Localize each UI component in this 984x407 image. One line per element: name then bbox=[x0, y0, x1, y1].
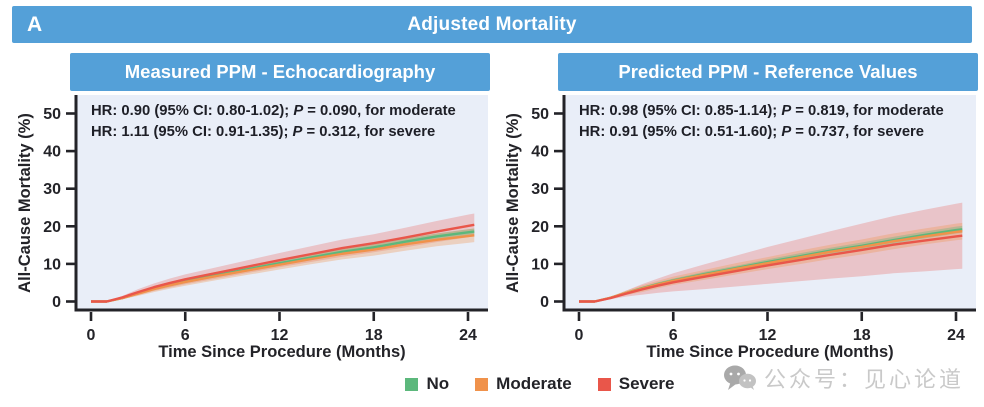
y-tick-label: 50 bbox=[531, 106, 549, 123]
line-severe bbox=[91, 223, 475, 303]
y-tick-label: 40 bbox=[43, 144, 61, 161]
x-tick-label: 0 bbox=[87, 327, 96, 343]
legend-label-moderate: Moderate bbox=[496, 374, 572, 393]
panel-measured-ppm: Measured PPM - Echocardiography All-Caus… bbox=[14, 53, 492, 362]
chart-area-measured: All-Cause Mortality (%) 0 10 20 30 40 50 0 6 12 1… bbox=[14, 91, 492, 343]
figure-title: Adjusted Mortality bbox=[407, 13, 577, 35]
y-tick-label: 30 bbox=[43, 181, 61, 198]
y-tick-label: 30 bbox=[531, 181, 549, 198]
x-tick-label: 0 bbox=[575, 327, 584, 343]
stat-line-severe: HR: 1.11 (95% CI: 0.91-1.35); P = 0.312,… bbox=[91, 124, 436, 141]
figure-panel-letter: A bbox=[27, 12, 43, 36]
x-tick-label: 6 bbox=[181, 327, 190, 343]
legend-item-no: No bbox=[405, 374, 449, 394]
wechat-icon bbox=[723, 365, 756, 390]
y-tick-label: 20 bbox=[531, 219, 549, 236]
y-tick-label: 10 bbox=[531, 256, 549, 273]
hr-stats-predicted: HR: 0.98 (95% CI: 0.85-1.14); P = 0.819,… bbox=[579, 101, 944, 144]
line-chart-measured: All-Cause Mortality (%) 0 10 20 30 40 50 0 6 12 1… bbox=[16, 95, 488, 343]
y-tick-label: 10 bbox=[43, 256, 61, 273]
y-axis-title: All-Cause Mortality (%) bbox=[504, 113, 522, 293]
x-tick-label: 12 bbox=[759, 327, 777, 343]
legend-item-moderate: Moderate bbox=[475, 374, 572, 394]
y-tick-label: 40 bbox=[531, 144, 549, 161]
y-tick-label: 0 bbox=[540, 294, 549, 311]
watermark-text: 公众号：见心论道 bbox=[763, 367, 964, 392]
chart-area-predicted: All-Cause Mortality (%) 0 10 20 30 40 50 0 6 12 1… bbox=[502, 91, 980, 343]
plot-background bbox=[77, 95, 488, 309]
x-tick-label: 24 bbox=[459, 327, 477, 343]
y-tick-label: 20 bbox=[43, 219, 61, 236]
stat-line-moderate: HR: 0.90 (95% CI: 0.80-1.02); P = 0.090,… bbox=[91, 103, 456, 119]
legend-swatch-severe bbox=[597, 378, 611, 391]
y-axis-title: All-Cause Mortality (%) bbox=[16, 113, 34, 293]
x-tick-label: 6 bbox=[669, 327, 678, 343]
stat-line-severe: HR: 0.91 (95% CI: 0.51-1.60); P = 0.737,… bbox=[579, 124, 925, 141]
watermark: 公众号：见心论道 bbox=[723, 362, 964, 394]
x-axis-title: Time Since Procedure (Months) bbox=[646, 343, 894, 361]
legend-label-no: No bbox=[426, 374, 450, 393]
legend-item-severe: Severe bbox=[597, 374, 675, 394]
y-tick-label: 0 bbox=[52, 294, 61, 311]
legend-swatch-moderate bbox=[475, 378, 489, 391]
panel-predicted-ppm: Predicted PPM - Reference Values All-Cau… bbox=[502, 53, 980, 362]
x-tick-label: 18 bbox=[365, 327, 383, 343]
y-tick-label: 50 bbox=[43, 106, 61, 123]
line-chart-predicted: All-Cause Mortality (%) 0 10 20 30 40 50 0 6 12 1… bbox=[504, 95, 976, 343]
panel-title-measured: Measured PPM - Echocardiography bbox=[70, 53, 490, 91]
legend-label-severe: Severe bbox=[618, 374, 675, 393]
x-tick-label: 24 bbox=[947, 327, 965, 343]
plot-background bbox=[565, 95, 976, 309]
hr-stats-measured: HR: 0.90 (95% CI: 0.80-1.02); P = 0.090,… bbox=[91, 101, 456, 144]
chart-legend: No Moderate Severe bbox=[96, 374, 984, 394]
x-tick-label: 12 bbox=[271, 327, 289, 343]
panel-title-predicted: Predicted PPM - Reference Values bbox=[558, 53, 978, 91]
stat-line-moderate: HR: 0.98 (95% CI: 0.85-1.14); P = 0.819,… bbox=[579, 103, 944, 119]
x-axis-title: Time Since Procedure (Months) bbox=[158, 343, 406, 361]
x-tick-label: 18 bbox=[853, 327, 871, 343]
chart-panels: Measured PPM - Echocardiography All-Caus… bbox=[14, 53, 980, 362]
figure-header-bar: A Adjusted Mortality bbox=[12, 6, 972, 43]
line-severe bbox=[579, 234, 963, 303]
legend-swatch-no bbox=[405, 378, 419, 391]
ci-band-severe bbox=[579, 202, 963, 302]
